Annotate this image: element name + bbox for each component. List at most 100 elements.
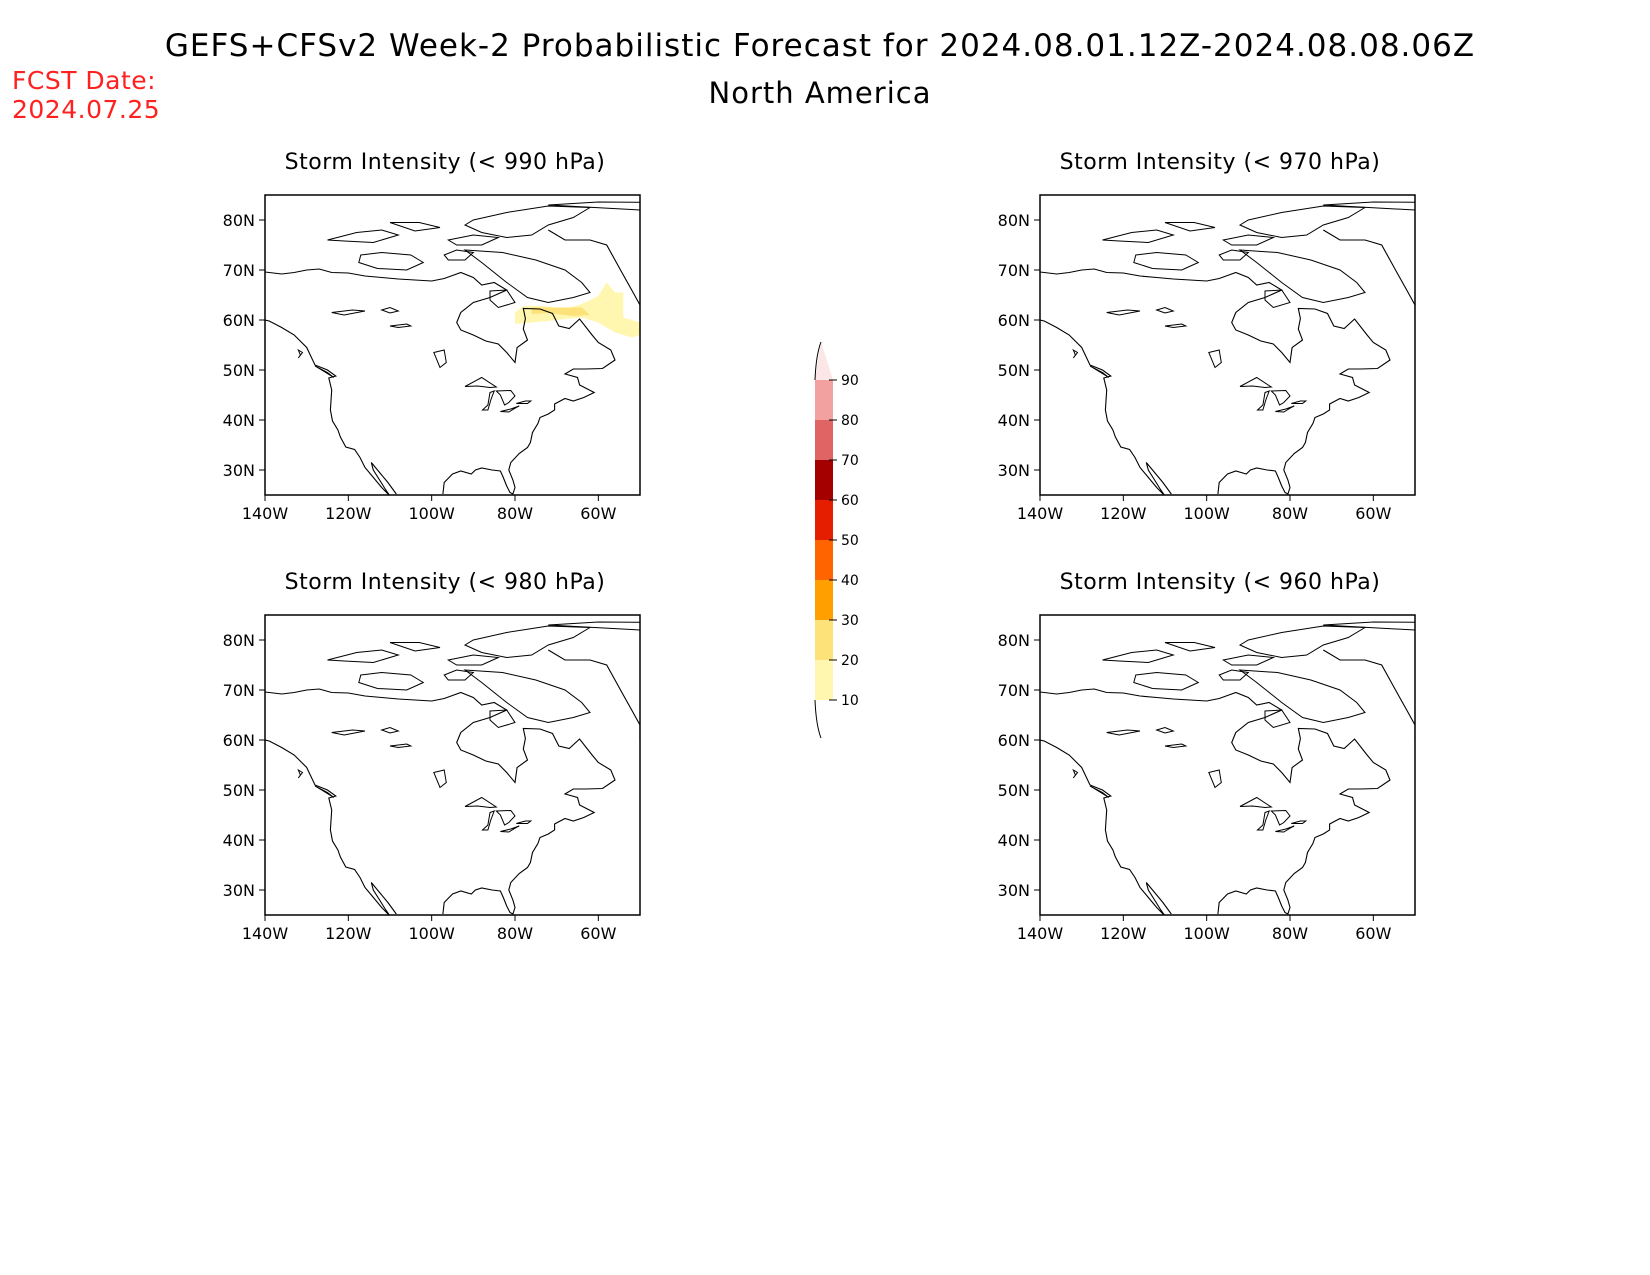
lake-outline <box>495 389 516 406</box>
island-outline <box>1164 222 1216 232</box>
island-outline <box>327 649 401 664</box>
island-outline <box>1264 709 1291 729</box>
colorbar-swatch <box>815 580 833 620</box>
lat-tick-label: 50N <box>998 781 1030 800</box>
lake-outline <box>1291 400 1308 404</box>
lake-outline <box>1106 729 1141 736</box>
forecast-date-value: 2024.07.25 <box>12 95 161 124</box>
lon-tick-label: 80W <box>1272 504 1308 523</box>
lake-outline <box>1239 376 1273 389</box>
island-outline <box>389 222 441 232</box>
lon-tick-label: 140W <box>242 504 289 523</box>
lake-outline <box>464 376 498 389</box>
lake-outline <box>1270 809 1291 826</box>
coastline-west <box>265 319 397 495</box>
island-outline <box>446 234 501 246</box>
island-outline <box>1102 229 1176 244</box>
lon-tick-label: 120W <box>325 504 372 523</box>
coastline-west <box>265 739 397 915</box>
colorbar-label: 90 <box>841 373 859 389</box>
island-outline <box>358 251 425 271</box>
colorbar-swatch <box>815 620 833 660</box>
panel-title: Storm Intensity (< 990 hPa) <box>284 150 606 175</box>
lon-tick-label: 140W <box>242 924 289 943</box>
lat-tick-label: 70N <box>223 261 255 280</box>
colorbar-label: 50 <box>841 533 859 549</box>
lake-outline <box>380 306 400 314</box>
lon-tick-label: 100W <box>408 924 455 943</box>
lat-tick-label: 80N <box>223 211 255 230</box>
island-outline <box>1238 205 1367 239</box>
island-outline <box>297 348 304 359</box>
colorbar-label: 20 <box>841 653 859 669</box>
coastline <box>265 688 616 915</box>
lat-tick-label: 60N <box>998 731 1030 750</box>
map-990: 140W 120W 100W 80W 60W 80N 70N 60N 50N 40N 30N <box>223 194 641 523</box>
island-outline <box>548 621 640 631</box>
lake-outline <box>1256 810 1271 831</box>
lake-outline <box>1270 389 1291 406</box>
lat-tick-label: 80N <box>998 211 1030 230</box>
colorbar-bottom-edge <box>814 699 822 739</box>
island-outline <box>1221 234 1276 246</box>
island-outline <box>443 249 475 261</box>
island-outline <box>1238 669 1366 724</box>
lake-outline <box>500 405 520 413</box>
panel-960: Storm Intensity (< 960 hPa) 140W 120W 100W… <box>960 570 1480 970</box>
lake-outline <box>1208 349 1222 369</box>
colorbar-top-triangle <box>815 342 833 380</box>
region-subtitle: North America <box>708 76 932 110</box>
island-outline <box>1133 251 1200 271</box>
colorbar-swatch <box>815 380 833 420</box>
lon-tick-label: 140W <box>1017 924 1064 943</box>
panel-title: Storm Intensity (< 970 hPa) <box>1059 150 1381 175</box>
colorbar-label: 60 <box>841 493 859 509</box>
colorbar-label: 10 <box>841 693 859 709</box>
lon-tick-label: 120W <box>325 924 372 943</box>
panel-980: Storm Intensity (< 980 hPa) 140W 120W 100W… <box>185 570 705 970</box>
panel-title: Storm Intensity (< 960 hPa) <box>1059 570 1381 595</box>
island-outline <box>463 249 591 304</box>
lake-outline <box>1208 769 1222 789</box>
lake-outline <box>331 729 366 736</box>
lat-tick-label: 40N <box>998 831 1030 850</box>
lon-tick-label: 80W <box>497 504 533 523</box>
lon-tick-label: 60W <box>580 924 616 943</box>
island-outline <box>1218 249 1250 261</box>
greenland-coast <box>1323 229 1415 320</box>
lake-outline <box>464 796 498 809</box>
island-outline <box>1221 654 1276 666</box>
lake-outline <box>433 769 447 789</box>
island-outline <box>314 365 335 378</box>
island-outline <box>358 671 425 691</box>
island-outline <box>489 289 516 309</box>
lon-tick-label: 80W <box>1272 924 1308 943</box>
panel-970: Storm Intensity (< 970 hPa) 140W 120W 100W… <box>960 150 1480 550</box>
lon-tick-label: 60W <box>1355 504 1391 523</box>
lon-tick-label: 120W <box>1100 924 1147 943</box>
island-outline <box>1164 642 1216 652</box>
lake-outline <box>1256 390 1271 411</box>
lake-outline <box>1275 825 1295 833</box>
colorbar-label: 70 <box>841 453 859 469</box>
map-frame <box>1039 194 1416 496</box>
lat-tick-label: 50N <box>223 781 255 800</box>
lon-tick-label: 140W <box>1017 504 1064 523</box>
map-970: 140W 120W 100W 80W 60W 80N 70N 60N 50N 40N 30N <box>998 194 1416 523</box>
lake-outline <box>389 743 413 749</box>
island-outline <box>1218 669 1250 681</box>
colorbar-swatch <box>815 460 833 500</box>
lake-outline <box>1164 743 1188 749</box>
lake-outline <box>1291 820 1308 824</box>
panel-990: Storm Intensity (< 990 hPa) 140W 120W 100W… <box>185 150 705 550</box>
map-content <box>265 201 640 495</box>
island-outline <box>297 768 304 779</box>
colorbar-label: 40 <box>841 573 859 589</box>
colorbar-label: 30 <box>841 613 859 629</box>
lake-outline <box>481 390 496 411</box>
lat-tick-label: 40N <box>223 831 255 850</box>
lake-outline <box>516 820 533 824</box>
island-outline <box>1323 201 1415 211</box>
lat-tick-label: 60N <box>223 311 255 330</box>
island-outline <box>389 642 441 652</box>
